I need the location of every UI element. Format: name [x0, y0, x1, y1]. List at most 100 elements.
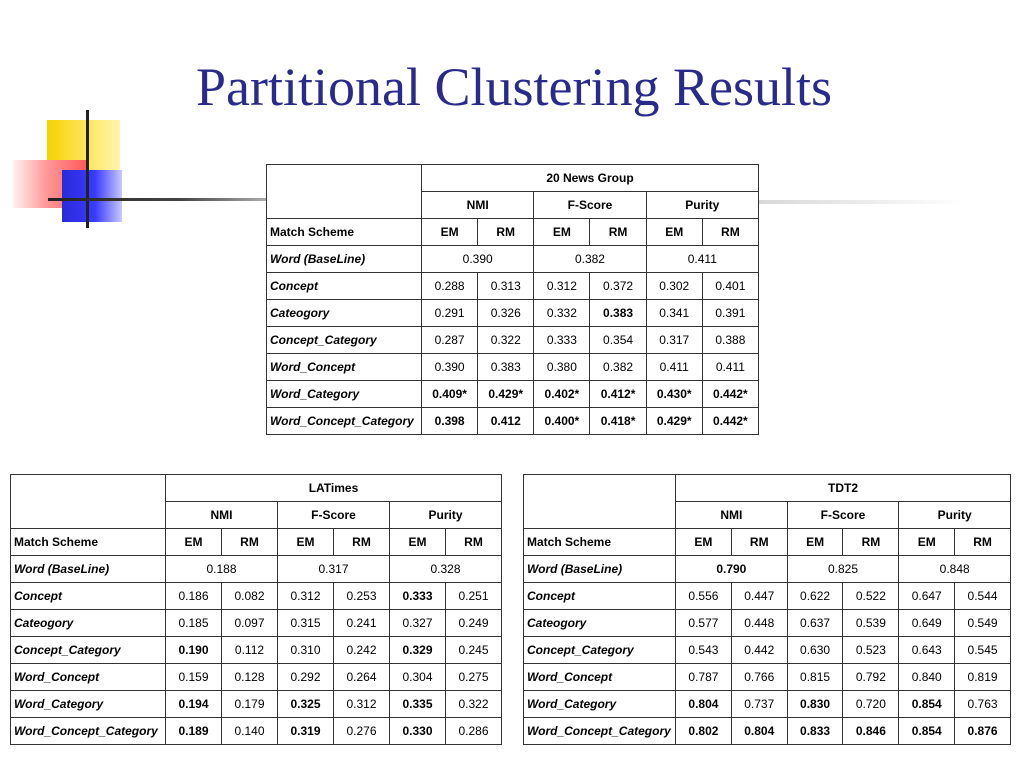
cell: 0.322	[445, 690, 502, 718]
subcol-header: RM	[954, 528, 1011, 556]
row-label: Word (BaseLine)	[10, 555, 166, 583]
cell: 0.140	[221, 717, 278, 745]
table-row: Word_Category 0.194 0.179 0.325 0.312 0.…	[10, 690, 502, 718]
cell: 0.763	[954, 690, 1011, 718]
row-label: Word_Concept	[10, 663, 166, 691]
cell: 0.544	[954, 582, 1011, 610]
cell: 0.097	[221, 609, 278, 637]
cell: 0.637	[786, 609, 844, 637]
table-row: Concept 0.556 0.447 0.622 0.522 0.647 0.…	[523, 582, 1011, 610]
metric-header: Purity	[645, 191, 760, 219]
cell: 0.649	[898, 609, 956, 637]
cell: 0.409*	[420, 380, 479, 408]
cell: 0.326	[477, 299, 535, 327]
cell: 0.302	[645, 272, 703, 300]
cell: 0.391	[701, 299, 760, 327]
cell: 0.291	[420, 299, 479, 327]
cell: 0.325	[277, 690, 334, 718]
cell: 0.630	[786, 636, 844, 664]
cell: 0.327	[389, 609, 446, 637]
logo-blue-square	[62, 170, 122, 222]
row-label: Word_Category	[10, 690, 166, 718]
cell: 0.556	[675, 582, 732, 610]
cell: 0.846	[842, 717, 900, 745]
cell: 0.766	[730, 663, 788, 691]
row-label: Concept_Category	[10, 636, 166, 664]
table-row: Word_Category 0.409* 0.429* 0.402* 0.412…	[266, 380, 760, 408]
table-row: Concept 0.288 0.313 0.312 0.372 0.302 0.…	[266, 272, 760, 300]
cell: 0.330	[389, 717, 446, 745]
cell: 0.189	[165, 717, 222, 745]
cell: 0.249	[445, 609, 502, 637]
subcol-header: RM	[701, 218, 760, 246]
subcol-header: EM	[420, 218, 479, 246]
baseline-cell: 0.382	[533, 245, 647, 273]
metric-header: NMI	[165, 501, 278, 529]
cell: 0.543	[675, 636, 732, 664]
table-20-news-group: 20 News Group NMI F-Score Purity Match S…	[266, 164, 760, 435]
match-scheme-header: Match Scheme	[10, 528, 166, 556]
cell: 0.383	[477, 353, 535, 381]
baseline-cell: 0.790	[675, 555, 788, 583]
row-label: Concept	[266, 272, 422, 300]
baseline-cell: 0.825	[786, 555, 900, 583]
cell: 0.401	[701, 272, 760, 300]
cell: 0.411	[645, 353, 703, 381]
cell: 0.241	[333, 609, 390, 637]
cell: 0.322	[477, 326, 535, 354]
row-label: Cateogory	[10, 609, 166, 637]
cell: 0.577	[675, 609, 732, 637]
row-label: Cateogory	[523, 609, 676, 637]
cell: 0.159	[165, 663, 222, 691]
table-row: Concept_Category 0.543 0.442 0.630 0.523…	[523, 636, 1011, 664]
cell: 0.194	[165, 690, 222, 718]
cell: 0.333	[389, 582, 446, 610]
subcol-header: EM	[277, 528, 334, 556]
row-label: Concept	[10, 582, 166, 610]
cell: 0.418*	[589, 407, 647, 435]
cell: 0.442*	[701, 407, 760, 435]
cell: 0.245	[445, 636, 502, 664]
cell: 0.082	[221, 582, 278, 610]
logo-horizontal-line	[48, 198, 268, 201]
table-row: Word_Category 0.804 0.737 0.830 0.720 0.…	[523, 690, 1011, 718]
cell: 0.545	[954, 636, 1011, 664]
cell: 0.354	[589, 326, 647, 354]
row-label: Concept_Category	[523, 636, 676, 664]
cell: 0.312	[533, 272, 591, 300]
table-row: Cateogory 0.577 0.448 0.637 0.539 0.649 …	[523, 609, 1011, 637]
cell: 0.411	[701, 353, 760, 381]
table-row: Concept_Category 0.190 0.112 0.310 0.242…	[10, 636, 502, 664]
cell: 0.402*	[533, 380, 591, 408]
metric-header: F-Score	[533, 191, 647, 219]
cell: 0.341	[645, 299, 703, 327]
table-tdt2: TDT2 NMI F-Score Purity Match Scheme EM …	[523, 474, 1011, 745]
table-row: Word (BaseLine) 0.188 0.317 0.328	[10, 555, 502, 583]
cell: 0.310	[277, 636, 334, 664]
cell: 0.804	[675, 690, 732, 718]
cell: 0.802	[675, 717, 732, 745]
table-row: Word (BaseLine) 0.790 0.825 0.848	[523, 555, 1011, 583]
match-scheme-header: Match Scheme	[523, 528, 676, 556]
subcol-header: EM	[165, 528, 222, 556]
cell: 0.264	[333, 663, 390, 691]
cell: 0.304	[389, 663, 446, 691]
cell: 0.787	[675, 663, 732, 691]
cell: 0.317	[645, 326, 703, 354]
table-row: Concept_Category 0.287 0.322 0.333 0.354…	[266, 326, 760, 354]
row-label: Word (BaseLine)	[266, 245, 422, 273]
cell: 0.647	[898, 582, 956, 610]
cell: 0.380	[533, 353, 591, 381]
baseline-cell: 0.390	[420, 245, 535, 273]
subcol-header: RM	[477, 218, 535, 246]
dataset-name: TDT2	[675, 474, 1011, 502]
cell: 0.287	[420, 326, 479, 354]
row-label: Word_Category	[523, 690, 676, 718]
logo-vertical-line	[86, 110, 89, 228]
subcol-header: RM	[842, 528, 900, 556]
cell: 0.737	[730, 690, 788, 718]
table-row: Cateogory 0.291 0.326 0.332 0.383 0.341 …	[266, 299, 760, 327]
cell: 0.522	[842, 582, 900, 610]
cell: 0.412	[477, 407, 535, 435]
cell: 0.430*	[645, 380, 703, 408]
